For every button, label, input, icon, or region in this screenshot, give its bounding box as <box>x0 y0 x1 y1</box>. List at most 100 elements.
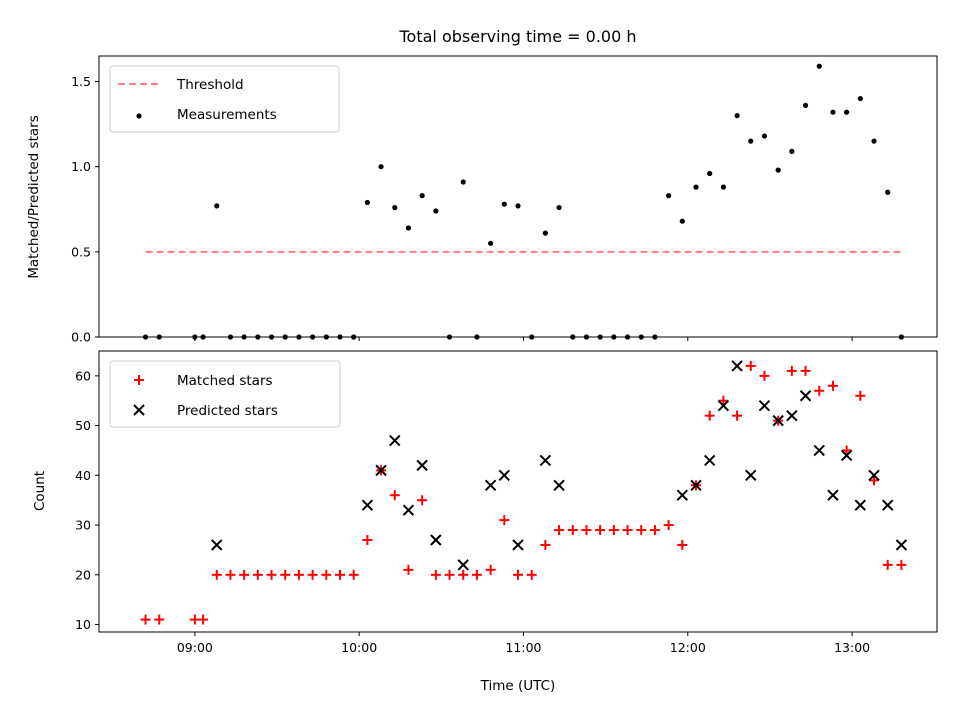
predicted-star-point <box>772 414 784 427</box>
measurement-point <box>707 170 713 177</box>
matched-star-point <box>718 395 729 406</box>
predicted-star-point-b <box>703 454 716 467</box>
matched-star-point <box>239 569 250 580</box>
matched-star-point <box>786 365 797 376</box>
matched-star-point <box>841 445 852 456</box>
predicted-star-point <box>361 499 374 511</box>
matched-star-point <box>554 525 565 536</box>
predicted-star-point <box>416 459 428 472</box>
top-y-tick-label: 0.5 <box>71 244 91 259</box>
measurement-point <box>802 102 809 108</box>
matched-star-point <box>513 569 523 580</box>
measurement-point <box>789 148 795 154</box>
x-axis-label: Time (UTC) <box>480 678 556 694</box>
x-tick-label: 09:00 <box>177 640 213 655</box>
predicted-star-point <box>690 479 702 491</box>
measurement-point <box>433 208 439 214</box>
top-y-tick-label: 1.0 <box>71 159 91 174</box>
matched-star-point <box>293 569 304 580</box>
bottom-y-tick-label: 50 <box>75 418 91 433</box>
legend-matched-label: Matched stars <box>177 373 273 389</box>
measurement-point <box>501 201 507 207</box>
x-tick-label: 10:00 <box>341 640 377 655</box>
measurement-point <box>666 193 672 199</box>
measurement-point <box>364 199 370 206</box>
measurement-point <box>857 95 863 102</box>
predicted-star-point-b <box>402 504 415 516</box>
predicted-star-point-b <box>211 539 223 551</box>
matched-star-point <box>140 614 151 625</box>
measurement-point <box>542 230 548 236</box>
measurement-point <box>460 179 466 185</box>
predicted-star-point <box>402 504 415 516</box>
bottom-y-tick-label: 40 <box>75 468 91 483</box>
matched-star-point <box>471 569 482 580</box>
predicted-star-point-b <box>881 499 894 511</box>
measurement-point <box>378 164 384 170</box>
predicted-star-point-b <box>416 459 428 472</box>
predicted-star-point-b <box>868 469 880 482</box>
matched-star-point <box>266 569 277 580</box>
measurement-point <box>392 204 398 211</box>
measurement-point <box>556 204 562 211</box>
bottom-legend: Matched stars Predicted stars <box>109 360 341 428</box>
matched-star-point <box>608 525 619 536</box>
predicted-star-point-b <box>731 360 743 372</box>
x-tick-label: 12:00 <box>670 640 706 655</box>
predicted-star-point <box>703 454 716 467</box>
matched-star-point <box>252 569 263 580</box>
measurement-point <box>488 240 494 246</box>
matched-star-point <box>485 564 496 575</box>
measurement-point <box>830 109 836 115</box>
matched-star-point <box>814 385 825 396</box>
matched-star-point <box>663 520 674 531</box>
legend-threshold-label: Threshold <box>176 77 244 93</box>
legend-measurements-label: Measurements <box>177 107 277 123</box>
matched-star-point <box>540 539 551 550</box>
measurement-point <box>775 167 781 173</box>
predicted-star-point <box>786 409 798 422</box>
matched-star-point <box>677 539 688 550</box>
predicted-star-point <box>457 559 469 571</box>
matched-star-point <box>882 559 893 570</box>
matched-star-point <box>417 495 428 506</box>
predicted-star-point-b <box>758 400 771 412</box>
measurement-point <box>871 138 877 144</box>
measurement-point <box>748 138 754 144</box>
predicted-star-point <box>512 539 524 551</box>
matched-star-point <box>444 569 455 580</box>
predicted-star-point-b <box>375 464 387 477</box>
matched-star-point <box>321 569 332 580</box>
measurement-point <box>515 203 521 209</box>
predicted-star-point <box>498 469 511 482</box>
bottom-y-tick-label: 20 <box>75 567 91 582</box>
bottom-axes-frame <box>98 350 938 633</box>
predicted-star-point <box>375 464 387 477</box>
measurement-point <box>419 193 425 199</box>
predicted-star-point-b <box>690 479 702 491</box>
predicted-star-point-b <box>498 469 511 482</box>
top-panel: 0.0 0.5 1.0 1.5 Threshold Measurements <box>71 55 938 345</box>
matched-star-point <box>458 569 469 580</box>
matched-star-point <box>567 525 578 536</box>
matched-star-point <box>348 569 359 580</box>
matched-star-point <box>595 525 606 536</box>
predicted-star-point <box>211 539 223 551</box>
predicted-star-point-b <box>484 479 497 491</box>
legend-predicted-swatch-b <box>133 404 145 416</box>
matched-star-point <box>198 614 209 625</box>
predicted-star-point <box>758 400 771 412</box>
matched-star-point <box>307 569 318 580</box>
predicted-star-point <box>430 534 442 546</box>
predicted-star-point <box>553 479 565 491</box>
predicted-star-point <box>840 449 853 462</box>
top-y-axis-label: Matched/Predicted stars <box>26 115 42 278</box>
matched-star-point <box>704 410 715 421</box>
predicted-star-point <box>895 539 908 551</box>
predicted-star-point <box>854 499 867 511</box>
matched-star-point <box>334 569 345 580</box>
matched-star-point <box>389 490 400 501</box>
top-y-tick-label: 1.5 <box>71 74 91 89</box>
matched-star-point <box>154 614 165 625</box>
